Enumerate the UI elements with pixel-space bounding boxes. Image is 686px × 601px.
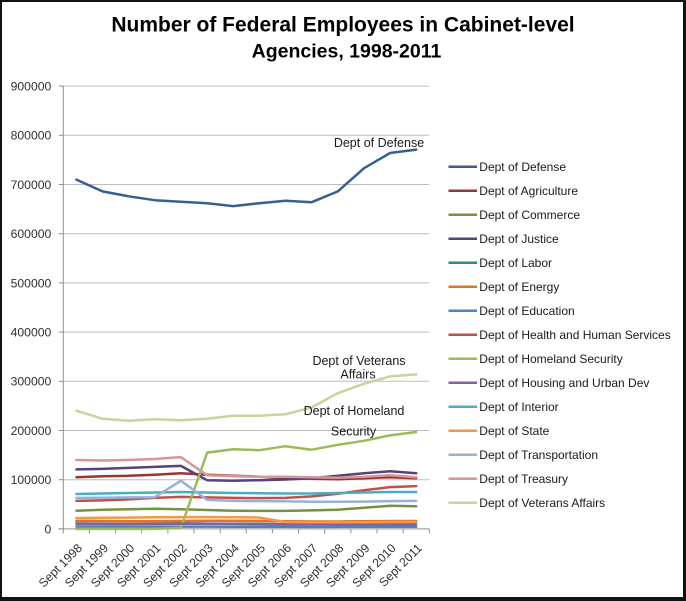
svg-text:600000: 600000 [11,227,52,241]
svg-text:Dept of Education: Dept of Education [479,304,574,318]
svg-text:Dept of Commerce: Dept of Commerce [479,208,580,222]
svg-text:Dept of Housing and Urban Dev: Dept of Housing and Urban Dev [479,376,649,390]
svg-text:Dept of Defense: Dept of Defense [334,136,424,150]
svg-text:Agencies, 1998-2011: Agencies, 1998-2011 [252,41,442,63]
svg-text:Dept of Interior: Dept of Interior [479,400,558,414]
svg-text:Security: Security [331,425,377,439]
svg-text:Dept of State: Dept of State [479,424,549,438]
svg-text:Dept of Justice: Dept of Justice [479,232,559,246]
svg-text:Dept of Veterans Affairs: Dept of Veterans Affairs [479,496,605,510]
svg-text:Dept of Energy: Dept of Energy [479,280,559,294]
svg-text:300000: 300000 [11,375,52,389]
svg-text:Dept of Defense: Dept of Defense [479,160,566,174]
svg-text:Number of Federal Employees in: Number of Federal Employees in Cabinet-l… [111,14,574,37]
svg-text:800000: 800000 [11,129,52,143]
svg-text:Dept of Health and Human Servi: Dept of Health and Human Services [479,328,670,342]
svg-text:100000: 100000 [11,473,52,487]
svg-text:Dept of Veterans: Dept of Veterans [312,354,405,368]
svg-text:Dept of Treasury: Dept of Treasury [479,472,568,486]
svg-text:Dept of Homeland: Dept of Homeland [304,404,405,418]
svg-text:Dept of Transportation: Dept of Transportation [479,448,598,462]
svg-text:Dept of Homeland Security: Dept of Homeland Security [479,352,622,366]
svg-text:400000: 400000 [11,326,52,340]
svg-text:Dept of Labor: Dept of Labor [479,256,552,270]
svg-text:0: 0 [45,522,52,536]
svg-text:900000: 900000 [11,80,52,94]
svg-text:Affairs: Affairs [340,368,375,382]
svg-text:500000: 500000 [11,276,52,290]
svg-text:200000: 200000 [11,424,52,438]
svg-text:700000: 700000 [11,178,52,192]
svg-text:Dept of Agriculture: Dept of Agriculture [479,184,578,198]
